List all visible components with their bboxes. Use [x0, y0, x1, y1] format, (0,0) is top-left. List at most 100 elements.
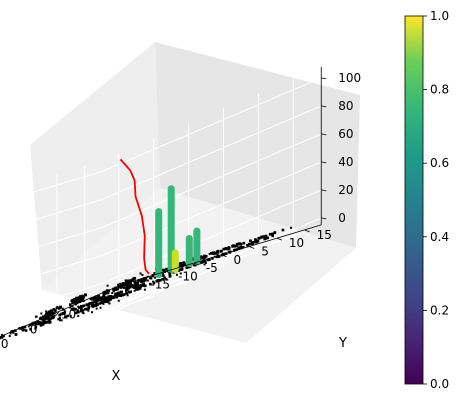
- floor-point: [115, 294, 119, 297]
- floor-point: [133, 289, 136, 292]
- floor-point: [71, 305, 74, 308]
- floor-point: [94, 298, 97, 301]
- y-tick-mark: [249, 246, 255, 249]
- floor-point: [208, 253, 211, 256]
- floor-point: [115, 286, 118, 290]
- floor-point: [37, 321, 41, 324]
- floor-point: [61, 307, 64, 310]
- floor-point: [199, 255, 203, 259]
- floor-point: [95, 302, 99, 306]
- floor-point: [139, 272, 142, 275]
- floor-point: [238, 246, 241, 249]
- floor-point: [89, 297, 93, 301]
- z-tick-mark: [321, 161, 327, 164]
- floor-point: [165, 267, 168, 271]
- floor-point: [168, 274, 172, 278]
- floor-point: [81, 311, 84, 314]
- floor-point: [253, 241, 256, 244]
- floor-point: [50, 309, 53, 312]
- tick-labels: -40-30-20-10010-15-10-505101502040608010…: [0, 71, 361, 351]
- floor-point: [94, 300, 98, 304]
- floor-point: [14, 332, 18, 336]
- floor-point: [264, 234, 268, 238]
- floor-point: [117, 285, 121, 288]
- floor-point: [216, 250, 219, 253]
- floor-point: [152, 280, 155, 283]
- floor-point: [97, 294, 101, 298]
- floor-point: [107, 298, 111, 302]
- floor-point: [120, 290, 123, 294]
- floor-point: [81, 309, 85, 312]
- grid-left-z: [0, 199, 102, 231]
- floor-point: [143, 284, 147, 288]
- axes-group: [0, 66, 327, 338]
- floor-point: [223, 247, 227, 251]
- floor-point: [165, 278, 168, 281]
- floor-point: [215, 255, 219, 259]
- floor-point: [36, 320, 39, 323]
- floor-point: [186, 265, 190, 269]
- floor-point: [60, 312, 63, 316]
- floor-point: [216, 253, 219, 256]
- floor-point: [163, 276, 167, 280]
- floor-point: [144, 278, 147, 282]
- floor-point: [56, 305, 59, 308]
- floor-point: [264, 236, 267, 239]
- x-tick-mark: [90, 296, 95, 301]
- floor-point: [246, 243, 249, 247]
- floor-point: [94, 295, 97, 298]
- floor-point: [0, 336, 2, 339]
- floor-point: [2, 334, 5, 338]
- floor-point: [60, 319, 63, 322]
- floor-point: [162, 274, 165, 278]
- floor-point: [91, 301, 95, 304]
- floor-point: [153, 272, 156, 275]
- floor-point: [157, 279, 161, 282]
- floor-point: [84, 307, 88, 311]
- colorbar-tick-label: 0.0: [430, 377, 449, 391]
- y-tick-label: 0: [234, 253, 242, 267]
- grid-left-z: [0, 227, 102, 259]
- gridlines: [0, 77, 322, 350]
- y-tick-mark: [138, 279, 144, 283]
- floor-point: [235, 242, 239, 246]
- floor-point: [202, 260, 205, 263]
- floor-point: [247, 243, 251, 246]
- floor-point: [98, 302, 102, 305]
- floor-point: [118, 291, 122, 294]
- floor-point: [122, 293, 126, 297]
- floor-point: [137, 287, 140, 291]
- floor-point: [158, 279, 162, 282]
- floor-point: [168, 275, 171, 278]
- floor-point: [87, 306, 91, 310]
- bars-group: [155, 185, 201, 279]
- floor-point: [114, 294, 117, 298]
- floor-point: [133, 280, 137, 284]
- floor-point: [117, 283, 120, 286]
- floor-point: [46, 315, 50, 319]
- floor-point: [263, 237, 266, 241]
- x-axis-line: [0, 284, 122, 338]
- floor-point: [104, 299, 107, 303]
- floor-point: [218, 255, 221, 258]
- floor-point: [108, 302, 111, 305]
- floor-point: [135, 288, 138, 291]
- floor-point: [81, 294, 84, 298]
- floor-point: [203, 254, 206, 258]
- floor-point: [47, 310, 51, 314]
- floor-point: [126, 288, 129, 292]
- grid-floor-y: [56, 237, 278, 333]
- floor-point: [269, 232, 272, 236]
- floor-point: [75, 296, 78, 300]
- left-pane: [30, 42, 160, 290]
- floor-point: [290, 226, 293, 229]
- y-tick-label: 15: [317, 228, 332, 242]
- floor-point: [34, 327, 37, 330]
- floor-point: [87, 309, 90, 312]
- floor-point: [87, 302, 91, 306]
- floor-point: [41, 321, 44, 324]
- floor-point: [100, 298, 104, 301]
- floor-point: [168, 272, 171, 276]
- floor-point: [79, 295, 82, 298]
